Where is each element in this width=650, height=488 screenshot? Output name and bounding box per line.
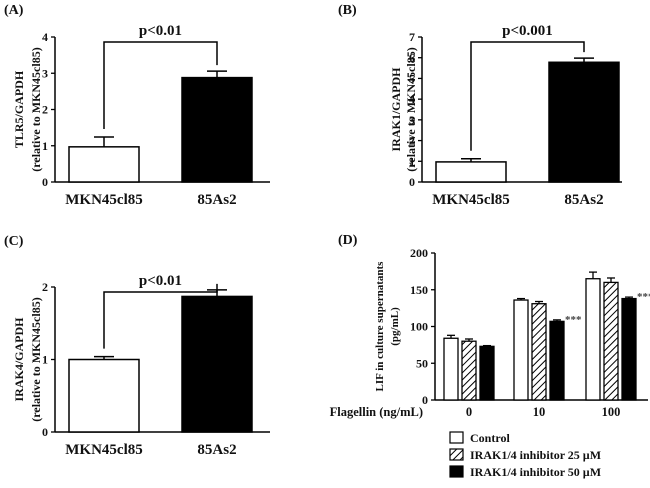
bar — [549, 320, 565, 401]
y-tick-label: 0 — [409, 175, 415, 189]
bar — [461, 340, 477, 401]
y-tick-label: 3 — [42, 66, 48, 80]
bar — [68, 358, 140, 433]
bar — [513, 299, 529, 401]
y-tick-label: 2 — [42, 280, 48, 294]
y-axis-label-2: (pg/mL) — [389, 307, 401, 346]
bar — [181, 76, 253, 183]
y-tick-label: 7 — [409, 30, 415, 44]
panel-label: (C) — [4, 234, 24, 249]
legend-label: IRAK1/4 inhibitor 25 µM — [470, 448, 601, 462]
y-tick-label: 1 — [409, 154, 415, 168]
y-tick-label: 2 — [42, 103, 48, 117]
legend-label: Control — [470, 431, 510, 445]
x-axis-label: Flagellin (ng/mL) — [330, 405, 423, 419]
y-tick-label: 50 — [416, 356, 428, 370]
x-category-label: 85As2 — [564, 192, 603, 208]
y-tick-label: 4 — [409, 92, 415, 106]
y-tick-label: 100 — [410, 320, 428, 334]
y-tick-label: 4 — [42, 30, 48, 44]
x-category-label: 100 — [602, 405, 621, 419]
x-category-label: 0 — [466, 405, 472, 419]
x-category-label: MKN45cl85 — [65, 192, 142, 208]
x-category-label: 10 — [533, 405, 546, 419]
y-tick-label: 150 — [410, 283, 428, 297]
bar — [585, 278, 601, 401]
significance-marker: *** — [637, 291, 650, 303]
significance-bracket — [470, 41, 585, 151]
x-category-label: 85As2 — [197, 192, 236, 208]
y-axis-label: IRAK4/GAPDH — [12, 317, 26, 402]
y-tick-label: 5 — [409, 71, 415, 85]
significance-bracket — [103, 41, 218, 130]
bar — [621, 297, 637, 401]
p-value-label: p<0.001 — [502, 23, 553, 39]
bar — [531, 303, 547, 401]
bar — [548, 61, 620, 183]
x-category-label: MKN45cl85 — [65, 442, 142, 458]
panel-label: (B) — [338, 3, 357, 18]
bar — [181, 295, 253, 433]
legend-label: IRAK1/4 inhibitor 50 µM — [470, 465, 601, 479]
y-tick-label: 6 — [409, 51, 415, 65]
bar — [68, 146, 140, 183]
y-axis-label-2: (relative to MKN45cl85) — [29, 47, 43, 171]
bar — [603, 281, 619, 401]
bar — [443, 337, 459, 401]
y-axis-label-2: (relative to MKN45cl85) — [404, 47, 418, 171]
y-axis-label: LIF in culture supernatants — [374, 261, 386, 392]
y-axis-label-2: (relative to MKN45cl85) — [29, 297, 43, 421]
bar — [435, 161, 507, 183]
legend-swatch — [449, 448, 464, 461]
panel-label: (D) — [338, 233, 358, 248]
p-value-label: p<0.01 — [139, 23, 182, 39]
significance-bracket — [103, 283, 218, 349]
x-category-label: 85As2 — [197, 442, 236, 458]
y-tick-label: 2 — [409, 134, 415, 148]
y-tick-label: 3 — [409, 113, 415, 127]
y-tick-label: 0 — [42, 425, 48, 439]
y-tick-label: 0 — [42, 175, 48, 189]
bar — [479, 345, 495, 401]
panel-a: (A) 0 1 2 3 4 TLR5/GAPDH (relative to MKN45cl85… — [4, 3, 270, 208]
y-tick-label: 0 — [422, 393, 428, 407]
legend-swatch — [449, 431, 464, 444]
legend: Control IRAK1/4 inhibitor 25 µM IRAK1/4 in… — [449, 431, 601, 479]
legend-swatch — [449, 465, 464, 478]
y-tick-label: 1 — [42, 139, 48, 153]
y-axis-label: TLR5/GAPDH — [12, 70, 26, 148]
y-tick-label: 1 — [42, 353, 48, 367]
p-value-label: p<0.01 — [139, 273, 182, 289]
panel-c: (C) 0 1 2 IRAK4/GAPDH (relative to MKN45cl85)… — [4, 234, 270, 458]
y-tick-label: 200 — [410, 246, 428, 260]
panel-label: (A) — [4, 3, 24, 18]
significance-marker: *** — [565, 314, 582, 326]
y-axis-label: IRAK1/GAPDH — [389, 67, 403, 152]
x-category-label: MKN45cl85 — [432, 192, 509, 208]
